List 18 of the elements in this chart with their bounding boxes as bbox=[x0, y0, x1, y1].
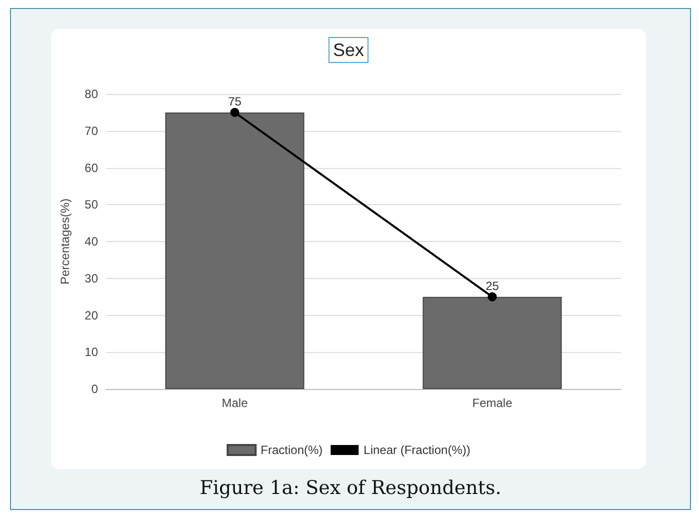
y-tick-label: 80 bbox=[84, 87, 98, 101]
caption: Figure 1a: Sex of Respondents. bbox=[198, 477, 502, 499]
y-axis-title: Percentages(%) bbox=[58, 198, 72, 285]
y-tick-label: 20 bbox=[84, 308, 98, 322]
legend-label: Linear (Fraction(%)) bbox=[364, 443, 470, 457]
x-tick-label: Female bbox=[472, 396, 513, 410]
legend-label: Fraction(%) bbox=[260, 443, 323, 457]
chart-title: Sex bbox=[332, 40, 364, 60]
data-label: 75 bbox=[228, 94, 242, 108]
y-tick-label: 0 bbox=[91, 382, 98, 396]
y-tick-label: 70 bbox=[84, 124, 98, 138]
data-label: 25 bbox=[486, 278, 500, 293]
y-tick-label: 10 bbox=[84, 345, 98, 360]
y-tick-label: 30 bbox=[84, 271, 98, 286]
y-tick-label: 60 bbox=[84, 160, 98, 175]
y-tick-label: 40 bbox=[84, 234, 98, 248]
x-tick-label: Male bbox=[222, 396, 248, 410]
y-tick-label: 50 bbox=[84, 198, 98, 212]
